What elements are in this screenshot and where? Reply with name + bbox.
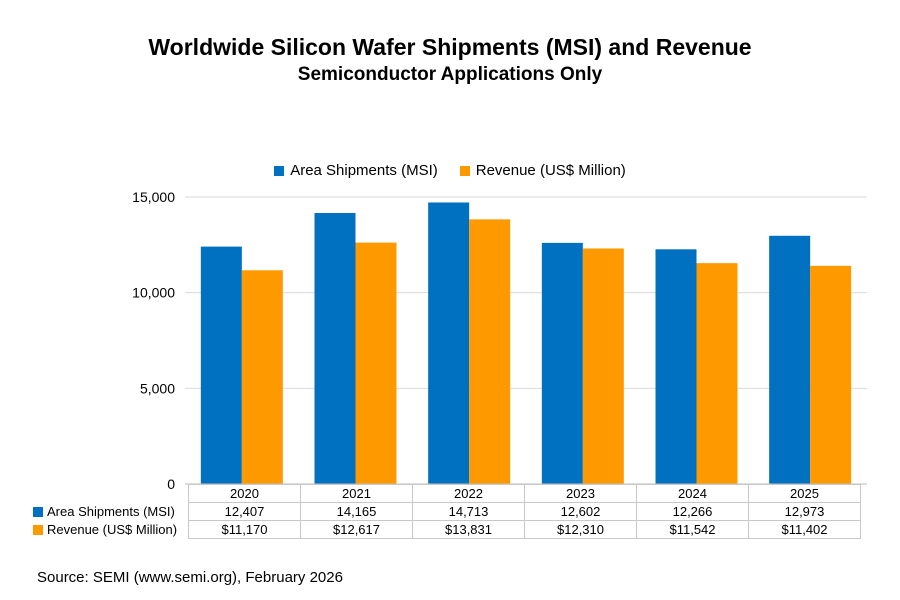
data-table-year: 2023	[524, 484, 637, 503]
data-table-corner	[29, 485, 189, 503]
legend-swatch-revenue	[459, 165, 470, 176]
y-tick-label: 0	[167, 476, 175, 492]
data-table-year: 2025	[748, 484, 861, 503]
data-table-cell: $11,542	[636, 520, 749, 539]
bar-revenue	[241, 270, 283, 484]
data-table-cell: 14,165	[300, 502, 413, 521]
data-table-cell: $12,310	[524, 520, 637, 539]
legend-label-shipments: Area Shipments (MSI)	[290, 162, 438, 179]
data-table-cell: $13,831	[412, 520, 525, 539]
source-note: Source: SEMI (www.semi.org), February 20…	[37, 569, 343, 586]
legend-item-shipments: Area Shipments (MSI)	[274, 162, 438, 179]
bar-revenue	[696, 263, 738, 484]
data-table-year: 2022	[412, 484, 525, 503]
data-table-cell: $11,402	[748, 520, 861, 539]
table-label-revenue: Revenue (US$ Million)	[47, 522, 178, 537]
chart-title: Worldwide Silicon Wafer Shipments (MSI) …	[148, 34, 752, 60]
data-table-cell: $11,170	[188, 520, 301, 539]
data-table-cell: 12,407	[188, 502, 301, 521]
bar-shipments	[314, 212, 356, 485]
table-label-shipments: Area Shipments (MSI)	[47, 504, 175, 519]
data-table-cell: 12,602	[524, 502, 637, 521]
y-tick-label: 5,000	[140, 380, 175, 396]
data-table-header-row: 2020 2021 2022 2023 2024 2025	[29, 484, 861, 503]
data-table-year: 2020	[188, 484, 301, 503]
bar-shipments	[200, 246, 242, 484]
data-table-row-shipments: Area Shipments (MSI) 12,407 14,165 14,71…	[29, 502, 861, 521]
data-table-row-header: Revenue (US$ Million)	[29, 520, 189, 539]
bar-revenue	[469, 219, 511, 484]
bar-shipments	[541, 242, 583, 484]
data-table: 2020 2021 2022 2023 2024 2025 Area Shipm…	[29, 484, 861, 539]
legend-label-revenue: Revenue (US$ Million)	[475, 162, 626, 179]
bar-revenue	[582, 248, 624, 484]
data-table-year: 2021	[300, 484, 413, 503]
data-table-cell: 14,713	[412, 502, 525, 521]
table-swatch-shipments	[33, 506, 43, 517]
table-swatch-revenue	[33, 524, 43, 535]
bar-shipments	[655, 249, 697, 484]
y-tick-label: 15,000	[132, 189, 175, 205]
legend-swatch-shipments	[274, 165, 285, 176]
chart-subtitle: Semiconductor Applications Only	[297, 64, 603, 85]
bar-shipments	[428, 202, 470, 484]
bar-revenue	[810, 265, 852, 484]
bar-revenue	[355, 242, 397, 484]
legend-item-revenue: Revenue (US$ Million)	[459, 162, 626, 179]
data-table-row-revenue: Revenue (US$ Million) $11,170 $12,617 $1…	[29, 520, 861, 539]
data-table-year: 2024	[636, 484, 749, 503]
data-table-cell: 12,973	[748, 502, 861, 521]
chart-legend: Area Shipments (MSI) Revenue (US$ Millio…	[0, 162, 900, 179]
data-table-row-header: Area Shipments (MSI)	[29, 502, 189, 521]
data-table-cell: $12,617	[300, 520, 413, 539]
y-tick-label: 10,000	[132, 285, 175, 301]
bar-shipments	[769, 235, 811, 484]
data-table-cell: 12,266	[636, 502, 749, 521]
